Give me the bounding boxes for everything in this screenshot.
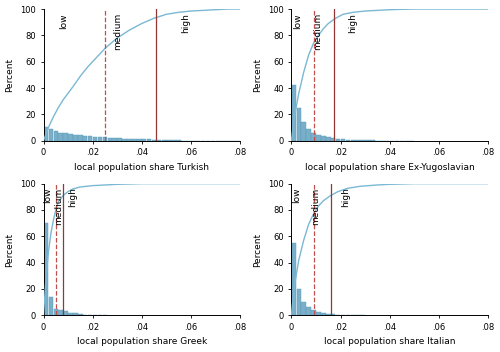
Y-axis label: Percent: Percent bbox=[6, 232, 15, 266]
Y-axis label: Percent: Percent bbox=[6, 58, 15, 92]
Bar bbox=[78, 136, 82, 141]
Bar bbox=[83, 136, 87, 141]
Bar bbox=[93, 137, 98, 141]
Y-axis label: Percent: Percent bbox=[254, 232, 262, 266]
Bar bbox=[112, 138, 117, 141]
Bar bbox=[48, 297, 53, 315]
X-axis label: local population share Turkish: local population share Turkish bbox=[74, 163, 209, 172]
Bar bbox=[350, 140, 355, 141]
Bar bbox=[98, 137, 102, 141]
Text: high: high bbox=[348, 13, 358, 33]
Bar bbox=[54, 131, 58, 141]
Bar bbox=[306, 307, 311, 315]
Text: high: high bbox=[341, 188, 350, 207]
Text: medium: medium bbox=[312, 188, 320, 225]
Bar bbox=[321, 136, 326, 141]
Bar bbox=[73, 313, 78, 315]
Bar bbox=[321, 313, 326, 315]
Bar bbox=[64, 133, 68, 141]
X-axis label: local population share Ex-Yugoslavian: local population share Ex-Yugoslavian bbox=[304, 163, 474, 172]
Bar bbox=[64, 311, 68, 315]
Bar bbox=[356, 140, 360, 141]
Text: high: high bbox=[182, 13, 190, 33]
Bar bbox=[58, 310, 63, 315]
Bar bbox=[54, 309, 58, 315]
Text: low: low bbox=[293, 13, 302, 29]
Bar bbox=[73, 135, 78, 141]
Bar bbox=[306, 129, 311, 141]
Bar bbox=[142, 139, 146, 141]
Bar bbox=[296, 108, 301, 141]
Bar bbox=[326, 137, 330, 141]
Bar bbox=[162, 140, 166, 141]
Bar bbox=[166, 140, 171, 141]
Bar bbox=[152, 140, 156, 141]
Text: medium: medium bbox=[112, 13, 122, 50]
Bar bbox=[44, 127, 48, 141]
Bar bbox=[58, 133, 63, 141]
Bar bbox=[312, 133, 316, 141]
Y-axis label: Percent: Percent bbox=[254, 58, 262, 92]
Bar bbox=[346, 140, 350, 141]
Bar bbox=[340, 139, 345, 141]
Text: medium: medium bbox=[312, 13, 322, 50]
Text: medium: medium bbox=[54, 188, 62, 225]
Bar bbox=[102, 137, 107, 141]
Bar bbox=[302, 122, 306, 141]
Text: low: low bbox=[292, 188, 301, 203]
Bar bbox=[292, 86, 296, 141]
Bar bbox=[331, 138, 336, 141]
Bar bbox=[316, 135, 320, 141]
Bar bbox=[360, 140, 365, 141]
Bar bbox=[44, 223, 48, 315]
X-axis label: local population share Greek: local population share Greek bbox=[76, 338, 207, 346]
Bar bbox=[48, 130, 53, 141]
X-axis label: local population share Italian: local population share Italian bbox=[324, 338, 456, 346]
Bar bbox=[108, 138, 112, 141]
Bar bbox=[302, 302, 306, 315]
Bar bbox=[127, 139, 132, 141]
Bar bbox=[316, 312, 320, 315]
Bar bbox=[336, 139, 340, 141]
Bar bbox=[68, 313, 73, 315]
Bar bbox=[122, 139, 127, 141]
Bar bbox=[78, 314, 82, 315]
Bar bbox=[296, 289, 301, 315]
Bar bbox=[156, 140, 161, 141]
Bar bbox=[292, 243, 296, 315]
Bar bbox=[68, 134, 73, 141]
Bar bbox=[137, 139, 141, 141]
Bar bbox=[88, 136, 92, 141]
Text: low: low bbox=[42, 188, 51, 203]
Bar bbox=[312, 310, 316, 315]
Text: high: high bbox=[68, 188, 78, 207]
Bar bbox=[326, 314, 330, 315]
Bar bbox=[331, 314, 336, 315]
Bar bbox=[147, 139, 152, 141]
Bar bbox=[132, 139, 136, 141]
Text: low: low bbox=[58, 13, 68, 29]
Bar bbox=[118, 138, 122, 141]
